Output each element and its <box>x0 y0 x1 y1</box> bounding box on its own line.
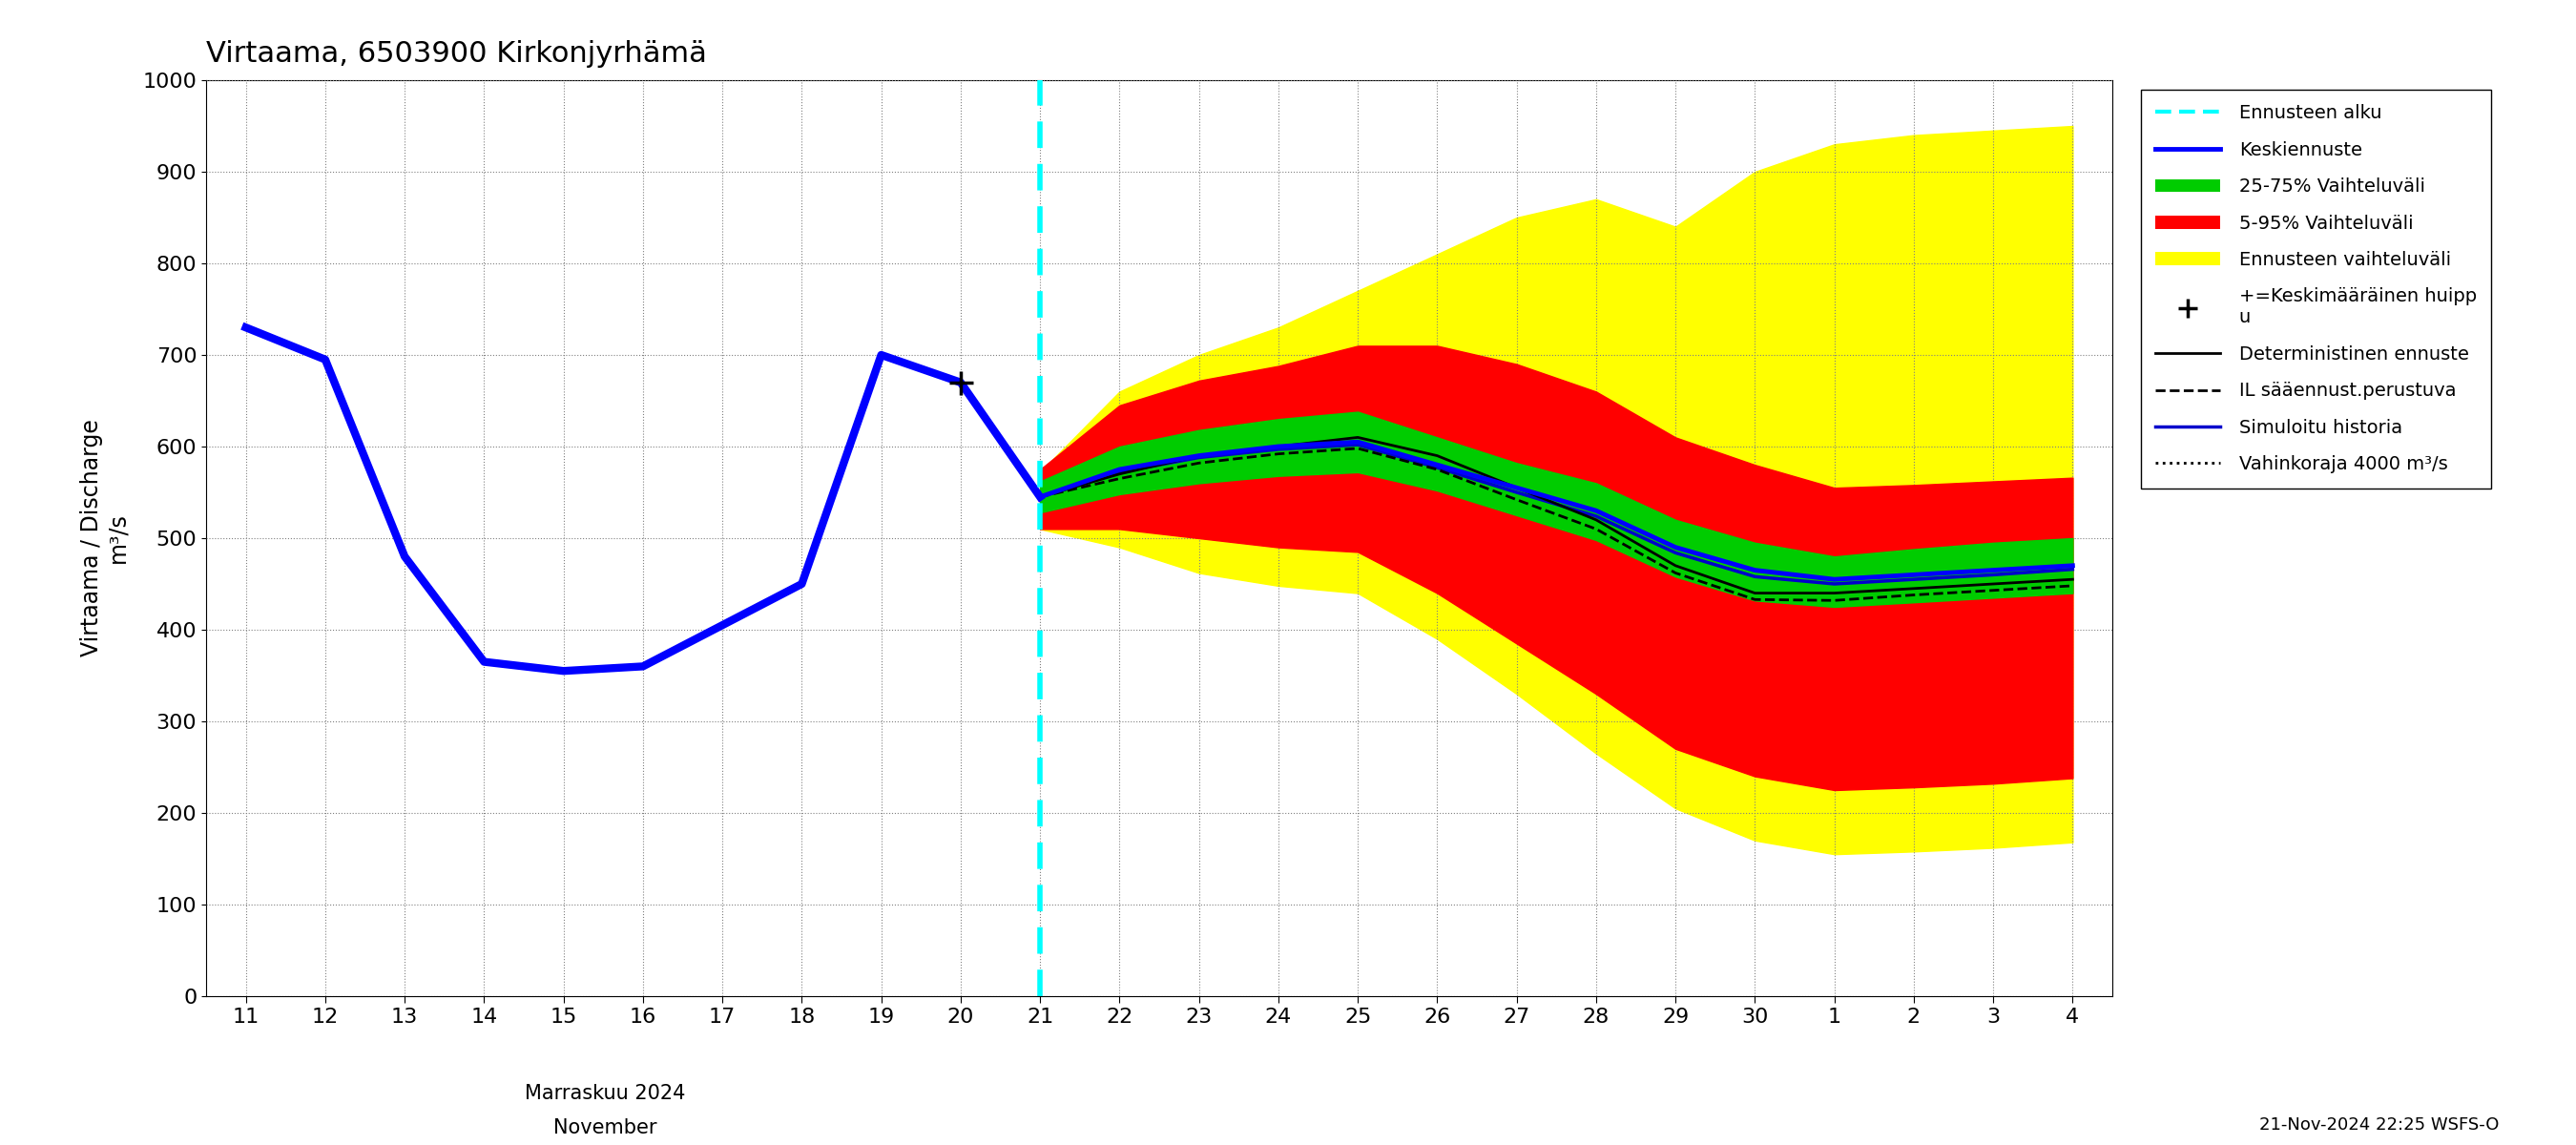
Text: November: November <box>554 1119 657 1137</box>
Text: 21-Nov-2024 22:25 WSFS-O: 21-Nov-2024 22:25 WSFS-O <box>2259 1116 2499 1134</box>
Legend: Ennusteen alku, Keskiennuste, 25-75% Vaihteluvä​li, 5-95% Vaihteluvä​li, Ennuste: Ennusteen alku, Keskiennuste, 25-75% Vai… <box>2141 89 2491 489</box>
Y-axis label: Virtaama / Discharge
m³/s: Virtaama / Discharge m³/s <box>80 419 129 657</box>
Text: Virtaama, 6503900 Kirkonjyrhämä: Virtaama, 6503900 Kirkonjyrhämä <box>206 40 706 68</box>
Text: Marraskuu 2024: Marraskuu 2024 <box>526 1084 685 1103</box>
